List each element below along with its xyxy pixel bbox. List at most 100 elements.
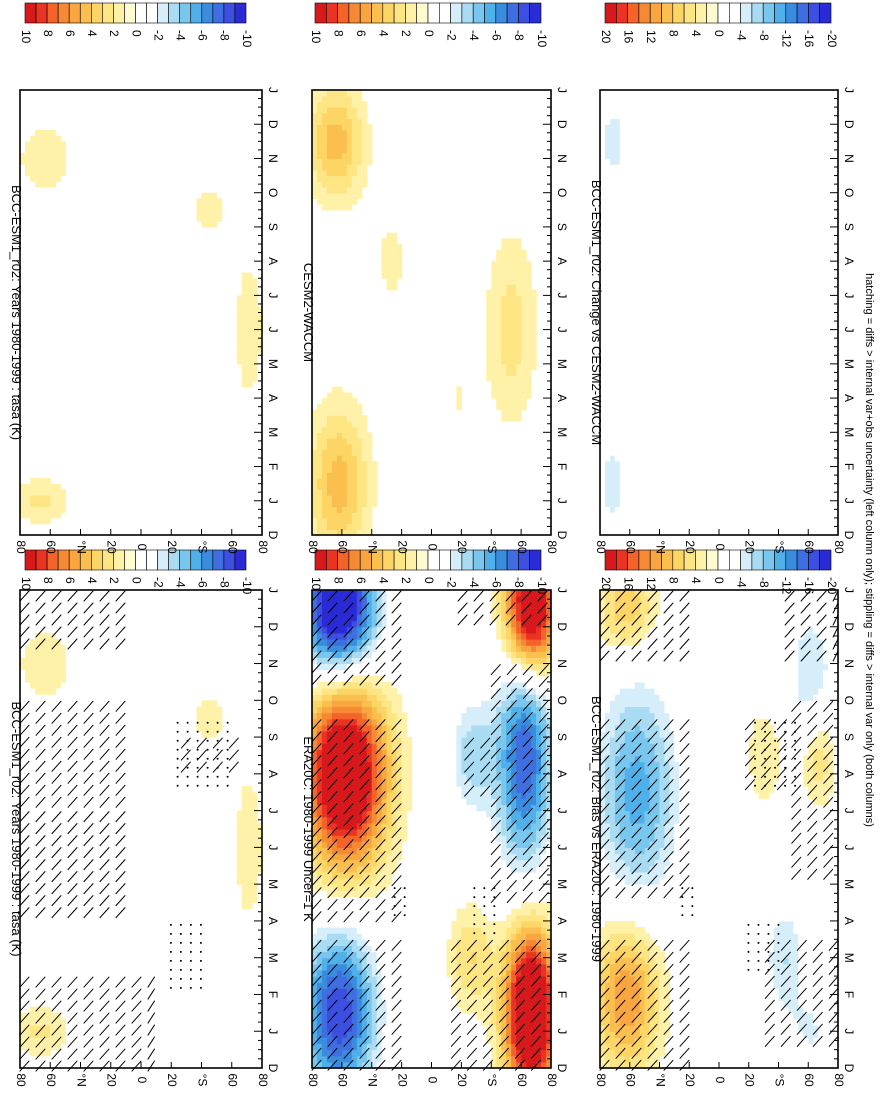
stipple-dot [493,905,496,908]
heatmap-cell [541,657,547,665]
heatmap-cell [30,477,36,485]
heatmap-cell [216,724,223,732]
heatmap-cell [456,945,462,953]
heatmap-cell [346,124,353,131]
hatch-mark [35,895,46,907]
hatch-mark [99,976,110,988]
hatch-mark [466,939,477,951]
heatmap-cell [331,694,338,701]
heatmap-cell [451,718,457,726]
heatmap-cell [346,920,353,928]
colorbar-label: 2 [399,30,413,37]
hatch-mark [327,662,338,674]
heatmap-cell [476,749,482,757]
hatch-mark [67,772,78,784]
heatmap-cell [30,1025,36,1032]
heatmap-cell [60,152,66,160]
heatmap-cell [521,602,527,609]
heatmap-cell [476,945,482,953]
heatmap-cell [511,272,517,279]
heatmap-cell [486,289,492,296]
heatmap-cell [511,335,517,342]
hatch-mark [537,590,548,602]
heatmap-cell [326,761,333,769]
hatch-mark [83,811,94,823]
heatmap-cell [541,620,547,628]
heatmap-cell [481,706,487,714]
lat-tick-label: °S [485,541,499,554]
heatmap-cell [391,773,398,781]
heatmap-cell [312,426,318,433]
heatmap-cell [541,829,547,836]
heatmap-cell [366,124,373,131]
heatmap-cell [391,238,398,245]
heatmap-cell [321,669,328,677]
stipple-dot [226,739,229,742]
heatmap-cell [516,675,522,683]
heatmap-cell [351,438,358,445]
hatch-mark [514,963,525,975]
heatmap-cell [326,669,333,677]
heatmap-cell [501,369,507,376]
heatmap-cell [516,976,522,983]
heatmap-cell [521,908,527,916]
stipple-dot [176,784,179,787]
heatmap-cell [371,1031,378,1038]
heatmap-cell [361,939,368,947]
heatmap-cell [336,816,343,824]
heatmap-cell [521,841,527,848]
heatmap-cell [511,829,517,836]
heatmap-cell [466,706,472,714]
hatch-mark [35,1048,46,1060]
heatmap-cell [312,95,318,103]
heatmap-cell [326,822,333,830]
heatmap-cell [316,438,323,445]
heatmap-cell [341,129,348,137]
heatmap-cell [196,718,203,726]
heatmap-cell [546,1031,552,1038]
heatmap-cell [351,432,358,439]
heatmap-cell [336,386,343,393]
hatch-mark [343,602,354,614]
hatch-mark [391,1011,402,1023]
month-tick-label: J [555,808,569,814]
heatmap-cell [516,792,522,799]
heatmap-cell [361,426,368,433]
heatmap-cell [331,489,338,496]
heatmap-cell [316,1049,323,1057]
heatmap-cell [341,186,348,194]
heatmap-cell [600,737,606,744]
heatmap-cell [506,651,512,659]
heatmap-cell [361,737,368,744]
heatmap-cell [336,1037,343,1045]
hatch-mark [505,614,516,626]
heatmap-cell [346,645,353,652]
heatmap-cell [50,1025,56,1032]
heatmap-cell [346,841,353,848]
stipple-dot [216,784,219,787]
heatmap-cell [351,1055,358,1063]
colorbar-swatch [201,2,214,24]
heatmap-cell [541,920,547,928]
hatch-mark [311,719,322,731]
heatmap-cell [336,939,343,947]
hatch-mark [530,1035,541,1047]
heatmap-cell [496,730,502,738]
heatmap-cell [546,1061,552,1069]
heatmap-cell [341,90,348,97]
hatch-mark [391,911,402,923]
heatmap-cell [381,798,388,806]
heatmap-cell [391,700,398,708]
heatmap-cell [35,1043,41,1051]
heatmap-cell [541,596,547,603]
heatmap-cell [386,608,393,616]
heatmap-cell [481,988,487,996]
heatmap-cell [341,198,348,205]
heatmap-cell [501,871,507,879]
heatmap-cell [501,415,507,422]
colorbar-label: -6 [196,577,210,588]
heatmap-cell [466,730,472,738]
heatmap-cell [486,358,492,365]
heatmap-cell [366,449,373,456]
